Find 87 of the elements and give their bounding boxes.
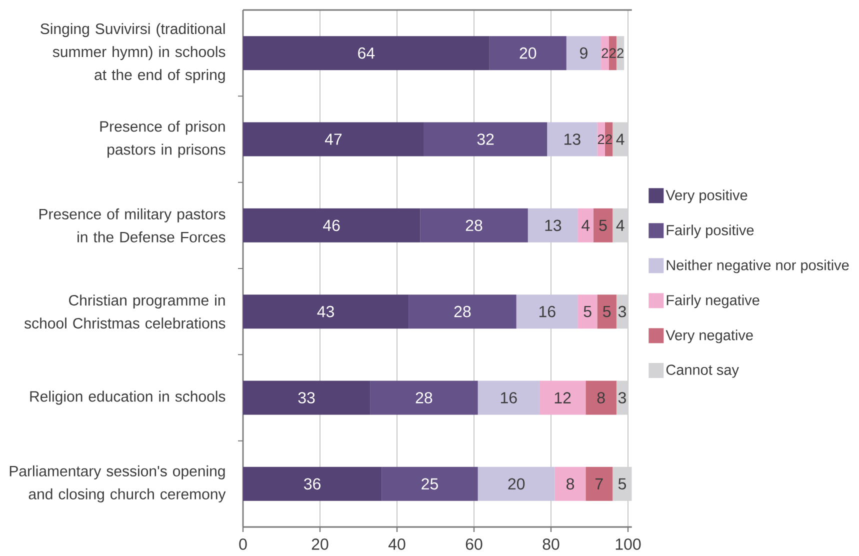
- data-label: 4: [616, 220, 624, 231]
- bar: [408, 294, 516, 329]
- y-tick-label: Parliamentary session's opening and closing church ceremony: [10, 465, 226, 502]
- data-label: 64: [358, 47, 375, 59]
- data-label: 28: [416, 392, 432, 404]
- x-tick-label: 60: [466, 538, 482, 550]
- data-label: 5: [599, 220, 607, 231]
- legend-label: Fairly positive: [666, 224, 754, 238]
- data-label: 9: [580, 47, 588, 59]
- data-label: 3: [618, 306, 626, 318]
- data-label: 2: [606, 134, 612, 144]
- y-tick-label: Presence of military pastors in the Defense Forces: [39, 208, 226, 242]
- x-tick-label: 0: [239, 538, 247, 550]
- data-label: 12: [554, 392, 571, 404]
- data-label: 25: [422, 478, 438, 490]
- bar: [243, 122, 424, 156]
- bar: [243, 466, 382, 501]
- data-label: 8: [597, 392, 605, 404]
- bar: [243, 208, 420, 242]
- data-label: 5: [584, 306, 592, 318]
- y-tick-label: Christian programme in school Christmas celebrations: [24, 294, 226, 329]
- legend-label: Neither negative nor positive: [666, 260, 849, 274]
- bar: [578, 294, 598, 329]
- data-label: 2: [598, 134, 604, 144]
- bar: [489, 36, 566, 70]
- data-label: 2: [609, 48, 616, 58]
- bar: [382, 466, 478, 501]
- y-tick-label: Presence of prison pastors in prisons: [100, 120, 226, 158]
- bar: [424, 122, 548, 156]
- data-label: 33: [298, 392, 315, 404]
- bar: [566, 36, 602, 70]
- legend-label: Cannot say: [666, 364, 739, 378]
- data-label: 16: [500, 392, 517, 404]
- data-label: 20: [520, 47, 536, 59]
- bar: [478, 380, 540, 415]
- bar: [593, 208, 613, 242]
- bar: [612, 122, 628, 156]
- bar: [586, 380, 616, 415]
- legend-label: Very negative: [666, 330, 753, 344]
- data-label: 2: [602, 48, 608, 58]
- bar: [597, 294, 616, 329]
- data-label: 43: [317, 306, 334, 318]
- data-label: 2: [617, 48, 624, 58]
- bar: [243, 380, 370, 415]
- bar: [597, 122, 605, 156]
- bar: [528, 208, 578, 242]
- bar: [243, 294, 409, 329]
- x-tick-label: 80: [542, 538, 560, 550]
- data-label: 5: [618, 478, 626, 490]
- legend-label: Fairly negative: [666, 294, 760, 308]
- y-tick-label: Religion education in schools: [30, 390, 226, 405]
- bar: [554, 466, 586, 501]
- bar: [516, 294, 578, 329]
- data-label: 13: [564, 134, 580, 145]
- data-label: 4: [616, 134, 624, 145]
- bar: [601, 36, 609, 70]
- data-label: 5: [603, 306, 611, 318]
- data-label: 28: [454, 306, 471, 318]
- data-label: 32: [477, 134, 494, 145]
- data-label: 28: [466, 220, 482, 232]
- bar: [578, 208, 594, 242]
- x-tick-label: 40: [388, 538, 406, 550]
- bar: [612, 208, 628, 242]
- bar: [616, 294, 628, 329]
- x-tick-label: 20: [312, 538, 328, 550]
- data-label: 36: [304, 478, 320, 490]
- data-label: 3: [618, 392, 626, 404]
- data-label: 8: [566, 478, 574, 490]
- bar: [539, 380, 586, 415]
- bar: [612, 466, 632, 501]
- y-tick-label: Singing Suvivirsi (traditional summer hymn) in schools at the end of spring: [40, 23, 226, 84]
- data-label: 46: [323, 220, 340, 232]
- data-label: 47: [324, 134, 342, 145]
- data-label: 16: [539, 306, 556, 318]
- bar: [478, 466, 555, 501]
- bar: [420, 208, 528, 242]
- bar: [616, 380, 628, 415]
- legend-label: Very positive: [666, 190, 748, 204]
- data-label: 13: [545, 220, 562, 232]
- x-tick-label: 100: [616, 538, 641, 550]
- data-label: 4: [582, 220, 590, 231]
- bar: [547, 122, 598, 156]
- bar: [370, 380, 478, 415]
- data-label: 7: [595, 478, 603, 490]
- bar: [243, 36, 490, 70]
- bar: [586, 466, 613, 501]
- data-label: 20: [508, 478, 525, 490]
